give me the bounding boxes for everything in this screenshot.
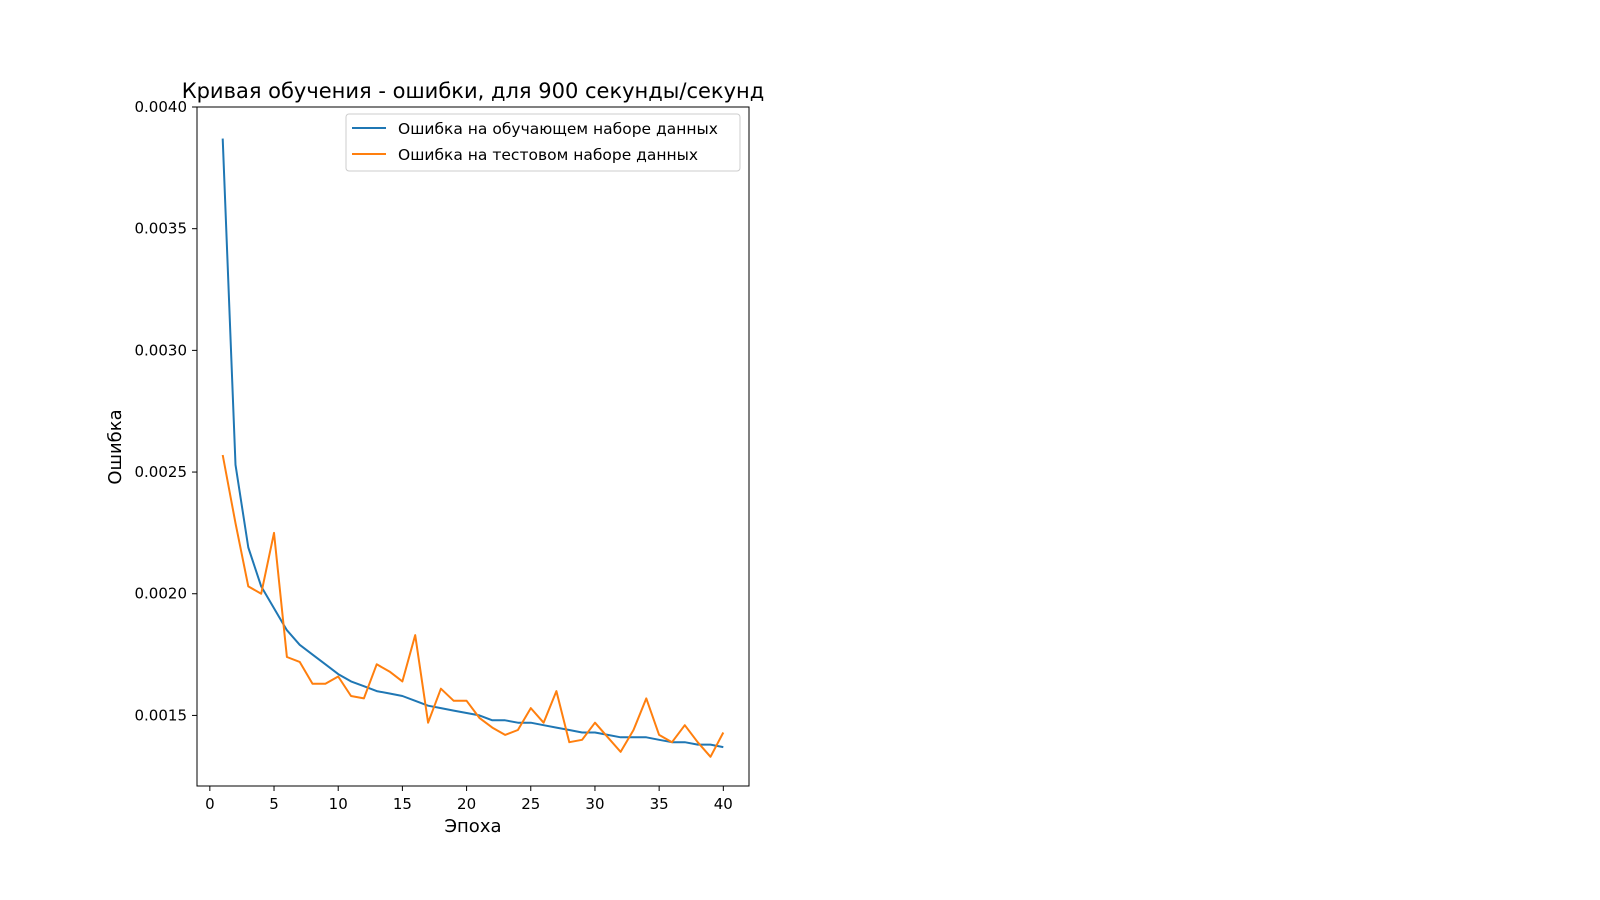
x-tick-label: 10 [329, 795, 348, 813]
legend-label-test: Ошибка на тестовом наборе данных [398, 146, 698, 164]
y-tick-label: 0.0015 [135, 706, 188, 724]
x-tick-label: 40 [714, 795, 733, 813]
x-tick-label: 35 [650, 795, 669, 813]
y-tick-label: 0.0020 [135, 585, 188, 603]
y-tick-label: 0.0030 [135, 341, 188, 359]
plot-frame [196, 106, 750, 787]
legend-box [345, 113, 741, 172]
y-tick-label: 0.0035 [135, 220, 188, 238]
y-axis-label: Ошибка [105, 409, 126, 484]
x-tick-label: 30 [585, 795, 604, 813]
plot-lines [221, 138, 725, 758]
series-line-train [221, 138, 724, 749]
y-axis-ticks: 0.0015 0.0020 0.0025 0.0030 0.0035 0.0040 [135, 98, 197, 724]
series-line-test [221, 454, 725, 758]
x-tick-label: 25 [521, 795, 540, 813]
x-tick-label: 5 [269, 795, 279, 813]
y-tick-label: 0.0040 [135, 98, 188, 116]
x-tick-label: 20 [457, 795, 476, 813]
x-axis-ticks: 0 5 10 15 20 25 30 35 40 [205, 786, 733, 813]
x-tick-label: 0 [205, 795, 215, 813]
legend: Ошибка на обучающем наборе данных Ошибка… [345, 113, 741, 172]
chart-title: Кривая обучения - ошибки, для 900 секунд… [182, 79, 765, 103]
x-tick-label: 15 [393, 795, 412, 813]
legend-label-train: Ошибка на обучающем наборе данных [398, 120, 718, 138]
x-axis-label: Эпоха [444, 816, 501, 837]
y-tick-label: 0.0025 [135, 463, 188, 481]
